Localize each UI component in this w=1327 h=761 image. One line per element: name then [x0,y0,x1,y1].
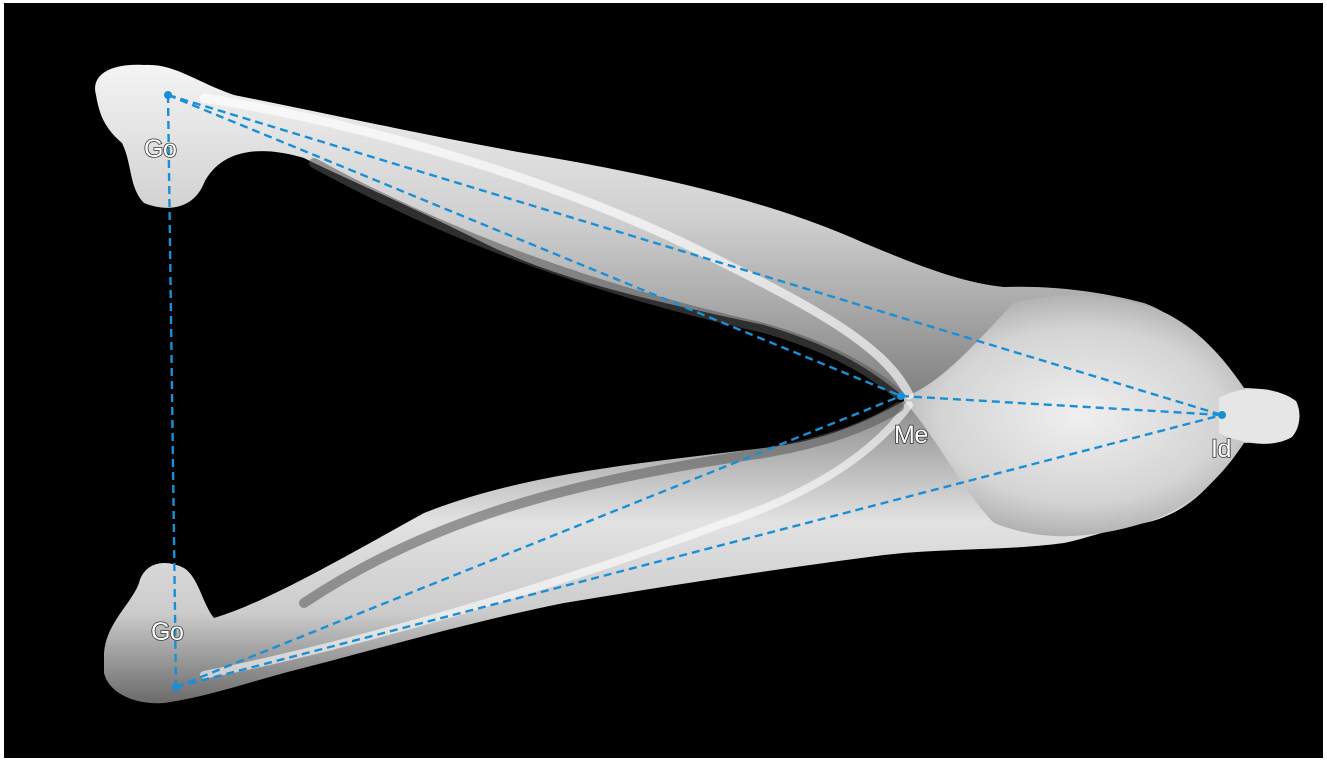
measurement-lines [166,93,1223,689]
measure-line-me-to-id [900,394,1223,417]
landmark-id-label: Id [1211,435,1231,463]
landmark-me-label: Me [894,421,928,449]
landmark-go-lower-label: Go [151,618,183,646]
incisor-region [1219,388,1300,444]
landmarks: Go Go Me Id [143,91,1232,691]
inner-shadow-upper [309,158,904,400]
measure-line-go-upper-to-go-lower [166,94,178,688]
measure-line-go-lower-to-me [175,394,902,689]
inner-shadow-lower [299,402,904,608]
upper-ridge-highlight [199,93,914,400]
landmark-go-upper-label: Go [144,135,176,163]
landmark-me-dot [897,392,905,400]
measure-line-go-lower-to-id [175,413,1223,689]
mandible-render: Go Go Me Id [95,64,1300,704]
landmark-id-dot [1218,411,1226,419]
measure-line-go-upper-to-id [167,93,1223,417]
measure-line-go-upper-to-me [167,93,902,398]
render-viewport: Go Go Me Id [4,3,1323,758]
lower-ridge-highlight [200,401,913,679]
mandible-symphysis [904,294,1298,537]
landmark-go-lower-dot [172,683,180,691]
landmark-go-upper-dot [164,91,172,99]
